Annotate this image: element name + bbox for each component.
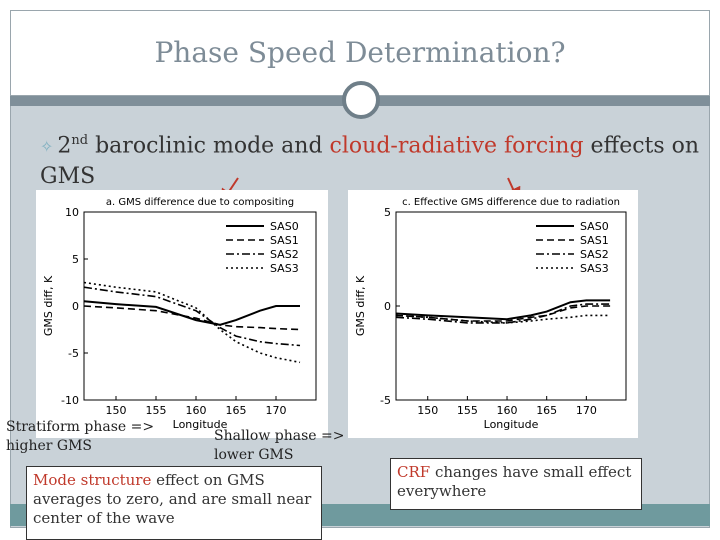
- series-line-sas0: [83, 300, 300, 326]
- x-tick-label: 155: [457, 404, 478, 417]
- series-line-sas0: [395, 299, 611, 321]
- crf-red: CRF: [397, 463, 431, 481]
- chart-title: a. GMS difference due to compositing: [106, 197, 294, 208]
- bullet-red-text: cloud-radiative forcing: [329, 133, 584, 159]
- y-axis-label: GMS diff, K: [42, 275, 55, 336]
- y-tick-label: 0: [384, 300, 391, 313]
- x-tick-label: 160: [497, 404, 518, 417]
- y-tick-label: -10: [61, 394, 79, 407]
- chart-gms-radiation-svg: c. Effective GMS difference due to radia…: [354, 197, 627, 431]
- y-tick-label: 5: [72, 253, 79, 266]
- chart-gms-radiation: c. Effective GMS difference due to radia…: [348, 190, 638, 438]
- stratiform-annotation: Stratiform phase => higher GMS: [6, 418, 154, 456]
- x-tick-label: 165: [536, 404, 557, 417]
- legend-label-sas3: SAS3: [270, 262, 299, 275]
- crf-note: CRF changes have small effect everywhere: [390, 458, 642, 510]
- x-tick-label: 160: [186, 404, 207, 417]
- slide-title: Phase Speed Determination?: [154, 36, 566, 69]
- bullet-text-1: 2: [57, 133, 72, 159]
- series-line-sas2: [83, 286, 301, 347]
- legend-label-sas0: SAS0: [580, 220, 609, 233]
- chart-gms-compositing: a. GMS difference due to compositing 150 1…: [36, 190, 328, 438]
- legend-label-sas1: SAS1: [580, 234, 609, 247]
- y-tick-label: 0: [72, 300, 79, 313]
- mode-structure-text: effect on GMS averages to zero, and are …: [33, 471, 312, 527]
- bullet-point: ✧ 2nd baroclinic mode and cloud-radiative…: [40, 126, 710, 192]
- shallow-line-2: lower GMS: [214, 447, 294, 463]
- chart-gms-compositing-svg: a. GMS difference due to compositing 150 1…: [42, 197, 317, 431]
- series-line-sas3: [83, 281, 301, 364]
- y-tick-label: -5: [68, 347, 79, 360]
- legend-label-sas2: SAS2: [580, 248, 609, 261]
- shallow-line-1: Shallow phase =>: [214, 428, 345, 444]
- x-axis-label: Longitude: [173, 418, 228, 431]
- y-tick-label: 10: [65, 206, 79, 219]
- stratiform-line-2: higher GMS: [6, 438, 93, 454]
- mode-structure-note: Mode structure effect on GMS averages to…: [26, 466, 322, 540]
- bullet-superscript: nd: [71, 133, 89, 148]
- x-tick-label: 170: [266, 404, 287, 417]
- series-line-sas3: [395, 314, 611, 324]
- crf-text: changes have small effect everywhere: [397, 463, 632, 500]
- stratiform-line-1: Stratiform phase =>: [6, 419, 155, 435]
- legend-label-sas2: SAS2: [270, 248, 299, 261]
- x-tick-label: 155: [146, 404, 167, 417]
- bullet-text-3: effects on GMS: [40, 133, 700, 190]
- legend-label-sas1: SAS1: [270, 234, 299, 247]
- chart-title: c. Effective GMS difference due to radia…: [402, 197, 620, 208]
- x-tick-label: 150: [106, 404, 127, 417]
- legend-label-sas3: SAS3: [580, 262, 609, 275]
- legend-label-sas0: SAS0: [270, 220, 299, 233]
- series-line-sas2: [395, 303, 611, 324]
- divider-circle-ornament: [342, 81, 380, 119]
- bullet-text-2: baroclinic mode and: [88, 133, 330, 159]
- bullet-icon: ✧: [40, 137, 54, 157]
- x-tick-label: 150: [417, 404, 438, 417]
- shallow-annotation: Shallow phase => lower GMS: [214, 427, 344, 465]
- x-tick-label: 165: [226, 404, 247, 417]
- y-tick-label: -5: [380, 394, 391, 407]
- y-axis-label: GMS diff, K: [354, 275, 367, 336]
- x-axis-label: Longitude: [484, 418, 539, 431]
- mode-structure-red: Mode structure: [33, 471, 152, 489]
- series-line-sas1: [83, 305, 301, 331]
- y-tick-label: 5: [384, 206, 391, 219]
- x-tick-label: 170: [576, 404, 597, 417]
